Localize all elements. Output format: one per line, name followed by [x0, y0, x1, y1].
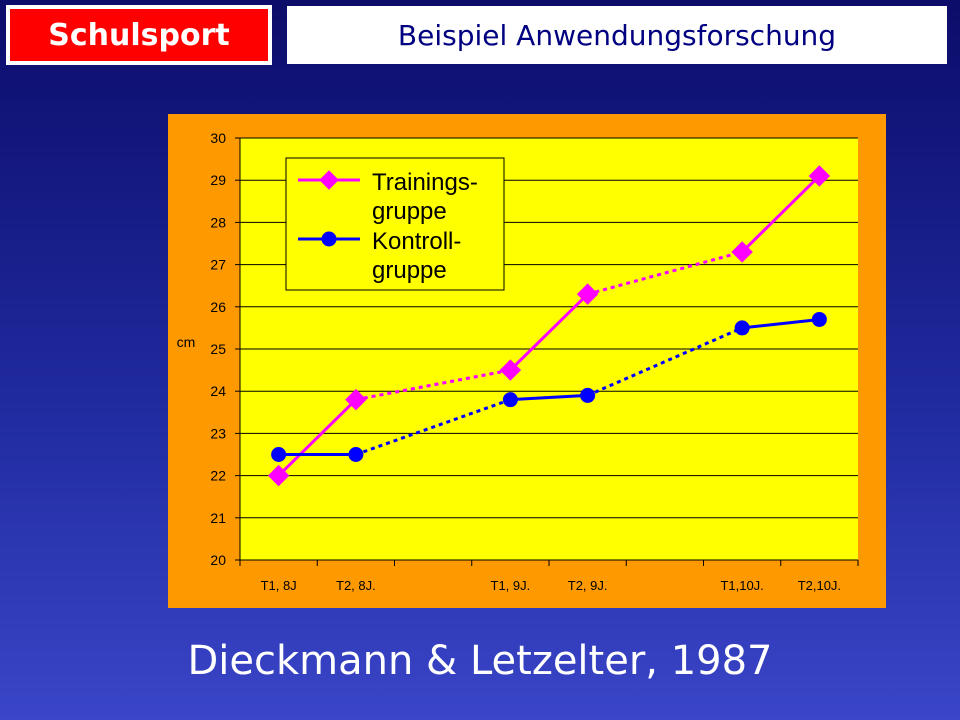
trainings-marker — [499, 359, 522, 381]
slide-title: Beispiel Anwendungsforschung — [397, 18, 837, 52]
y-tick-label: 20 — [210, 552, 226, 568]
kontroll-line-segment — [741, 317, 820, 330]
trainings-line-segment — [355, 368, 511, 402]
y-axis-label: cm — [177, 334, 196, 350]
trainings-line-segment — [587, 250, 743, 296]
kontroll-marker — [271, 447, 287, 462]
x-tick-label: T2,10J. — [798, 578, 841, 593]
trainings-line-segment — [277, 398, 357, 477]
x-tick-label: T2, 8J. — [336, 578, 376, 593]
section-label: Schulsport — [48, 17, 230, 53]
y-tick-label: 23 — [210, 425, 226, 441]
x-tick-label: T1,10J. — [720, 578, 763, 593]
legend-marker-circle — [321, 231, 337, 247]
x-tick-label: T1, 8J — [261, 578, 297, 593]
y-tick-label: 24 — [210, 383, 226, 399]
legend-label: gruppe — [372, 257, 447, 284]
section-tag: Schulsport — [6, 5, 272, 65]
y-tick-label: 25 — [210, 341, 226, 357]
kontroll-marker — [811, 311, 827, 327]
y-tick-label: 30 — [210, 130, 226, 146]
trainings-line-segment — [509, 293, 589, 372]
trainings-marker — [731, 241, 753, 263]
kontroll-marker — [502, 392, 518, 408]
legend-marker-diamond — [319, 170, 339, 190]
x-tick-label: T1, 9J. — [491, 578, 531, 593]
kontroll-line-segment — [510, 393, 588, 402]
x-tick-label: T2, 9J. — [568, 578, 608, 593]
y-tick-label: 27 — [210, 257, 226, 273]
slide-title-box: Beispiel Anwendungsforschung — [287, 6, 947, 64]
trainings-line-segment — [741, 174, 821, 254]
trainings-marker — [267, 464, 290, 487]
kontroll-marker — [734, 320, 750, 336]
chart: 20 21 22 23 24 25 26 27 28 29 30 T1, 8J T2, 8J. T1, 9… — [168, 114, 886, 608]
kontroll-line-segment — [355, 398, 511, 456]
y-tick-label: 26 — [210, 299, 226, 315]
y-tick-label: 28 — [210, 214, 226, 230]
legend-label: Trainings- — [372, 169, 478, 196]
trainings-marker — [808, 165, 831, 187]
trainings-marker — [345, 388, 367, 411]
legend-label: gruppe — [372, 198, 447, 225]
trainings-marker — [576, 283, 599, 305]
legend-label: Kontroll- — [372, 228, 461, 255]
y-tick-label: 22 — [210, 468, 226, 484]
y-tick-label: 21 — [210, 510, 226, 526]
kontroll-marker — [580, 387, 596, 403]
citation-caption: Dieckmann & Letzelter, 1987 — [187, 638, 773, 684]
kontroll-marker — [348, 447, 364, 462]
y-tick-label: 29 — [210, 172, 226, 188]
